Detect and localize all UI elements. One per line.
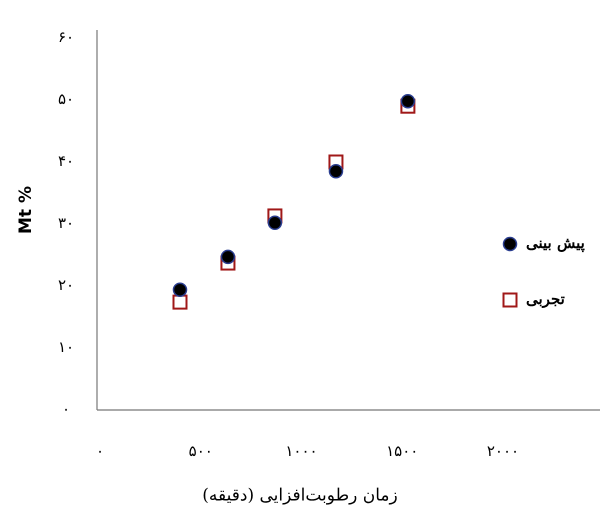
y-tick-label: ۶۰ [58, 28, 74, 46]
x-tick-label: ۲۰۰۰ [487, 442, 519, 460]
y-axis-label: Mt % [16, 186, 36, 234]
legend-label: پیش بینی [526, 234, 585, 253]
point [220, 249, 236, 265]
y-tick-label: ۳۰ [58, 214, 74, 232]
y-tick-label: ۱۰ [58, 338, 74, 356]
legend-marker [502, 292, 518, 308]
y-tick-label: ۵۰ [58, 90, 74, 108]
point [328, 164, 344, 179]
y-tick-label: ۰ [62, 400, 70, 418]
point [400, 93, 416, 109]
x-tick-label: ۵۰۰ [189, 442, 213, 460]
point [267, 215, 283, 231]
point [172, 294, 188, 310]
y-tick-label: ۴۰ [58, 152, 74, 170]
point [172, 282, 188, 297]
legend-marker [502, 236, 518, 252]
x-tick-label: ۱۰۰۰ [285, 442, 317, 460]
x-tick-label: ۰ [96, 442, 104, 460]
x-axis-label: زمان رطوبت‌افزایی (دقیقه) [202, 486, 397, 506]
legend-label: تجربی [526, 290, 565, 308]
x-tick-label: ۱۵۰۰ [386, 442, 418, 460]
y-tick-label: ۲۰ [58, 276, 74, 294]
